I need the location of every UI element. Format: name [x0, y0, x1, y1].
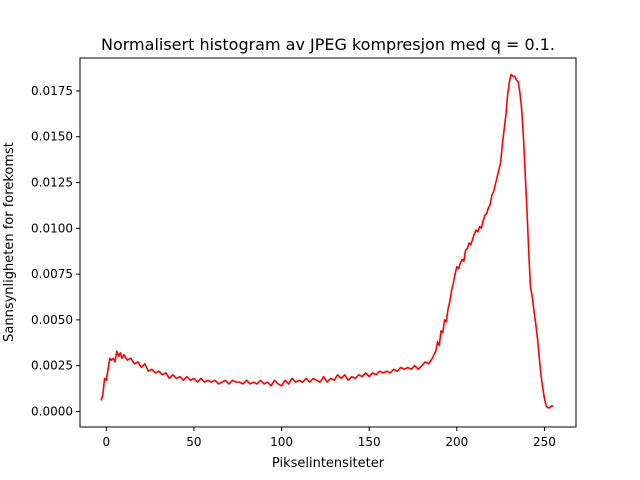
y-tick-label: 0.0125	[31, 176, 73, 190]
x-axis: 0 50 100 150 200 250	[102, 427, 556, 449]
y-tick-label: 0.0050	[31, 313, 73, 327]
y-tick-label: 0.0150	[31, 130, 73, 144]
x-tick-label: 50	[186, 435, 201, 449]
x-tick-label: 100	[270, 435, 293, 449]
series-line-0	[100, 73, 554, 409]
x-axis-label: Pikselintensiteter	[272, 456, 385, 471]
x-tick-label: 150	[358, 435, 381, 449]
y-axis: 0.0000 0.0025 0.0050 0.0075 0.0100 0.0125 0.01…	[31, 84, 80, 418]
plot-area-frame	[79, 57, 577, 428]
y-tick-label: 0.0100	[31, 221, 73, 235]
y-tick-label: 0.0075	[31, 267, 73, 281]
y-axis-label: Sannsynligheten for forekomst	[2, 142, 17, 342]
series-layer	[100, 73, 554, 409]
chart-title: Normalisert histogram av JPEG kompresjon…	[101, 35, 555, 54]
x-tick-label: 200	[445, 435, 468, 449]
x-tick-label: 250	[533, 435, 556, 449]
y-tick-label: 0.0175	[31, 84, 73, 98]
y-tick-label: 0.0025	[31, 359, 73, 373]
x-tick-label: 0	[102, 435, 110, 449]
y-tick-label: 0.0000	[31, 404, 73, 418]
